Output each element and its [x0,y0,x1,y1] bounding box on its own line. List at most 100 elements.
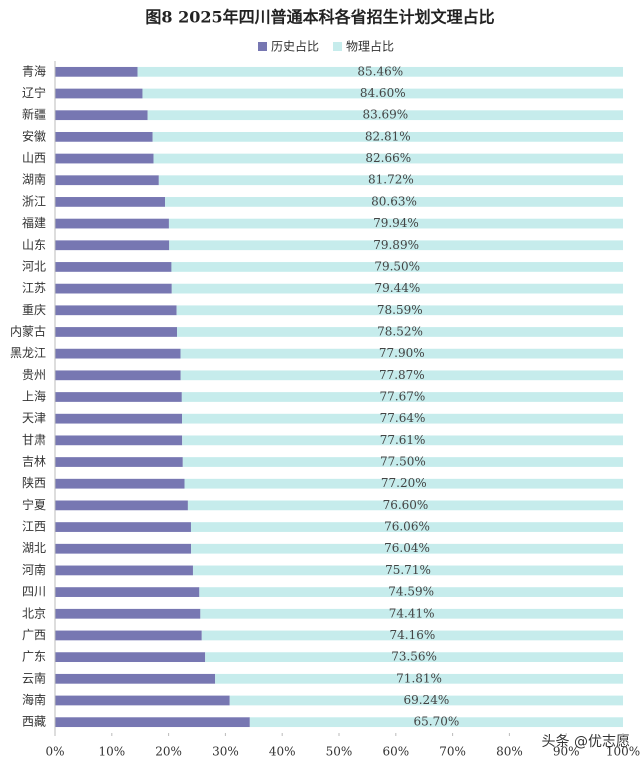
bar-segment [55,240,170,251]
bar-segment [55,673,216,684]
y-tick-label: 江苏 [22,281,46,295]
bar-segment [55,435,183,446]
x-tick-label: 30% [212,745,239,759]
bar-segment [55,305,177,316]
bar-segment [184,478,623,489]
legend-swatch [258,42,267,51]
value-label: 65.70% [414,715,460,729]
bar-segment [55,587,200,597]
bar-segment [181,392,623,402]
bar-segment [55,175,159,186]
bar-segment [205,652,623,663]
bar-segment [147,110,623,121]
bar-segment [190,522,624,532]
bar-segment [55,197,166,207]
x-tick-label: 100% [606,745,640,759]
y-tick-label: 河北 [22,259,46,273]
y-tick-label: 湖北 [22,540,46,555]
bar-segment [55,262,172,272]
bar-segment [187,500,624,511]
value-label: 71.81% [396,671,442,685]
bar-segment [55,457,183,467]
bar-segment [180,348,623,359]
value-label: 77.67% [380,390,426,404]
bar-segment [55,478,185,489]
y-tick-label: 四川 [22,585,46,599]
bar-segment [215,673,623,684]
bar-segment [200,608,623,619]
bar-segment [55,153,154,164]
value-label: 80.63% [371,194,417,208]
value-label: 82.66% [365,151,411,165]
y-tick-label: 甘肃 [22,433,46,447]
bar-segment [171,283,623,294]
y-tick-label: 安徽 [22,128,46,143]
y-tick-label: 广西 [22,628,46,642]
bar-segment [55,66,138,77]
y-tick-label: 海南 [22,692,46,707]
bar-segment [201,630,624,641]
value-label: 74.41% [389,606,435,620]
value-label: 77.90% [379,346,425,360]
y-tick-label: 贵州 [22,368,46,382]
y-tick-label: 河南 [22,562,46,577]
bar-segment [55,392,182,402]
y-tick-label: 西藏 [22,715,46,729]
x-tick-label: 0% [45,745,64,759]
y-tick-label: 陕西 [22,475,46,490]
value-label: 77.64% [380,411,426,425]
value-label: 74.16% [390,628,436,642]
bar-segment [177,327,623,337]
y-tick-label: 山西 [22,151,46,165]
y-tick-label: 湖南 [22,172,46,187]
bar-segment [55,110,148,121]
bar-segment [153,153,623,164]
y-tick-label: 青海 [22,63,46,78]
bar-segment [192,565,623,576]
y-tick-label: 云南 [22,670,46,685]
y-tick-label: 北京 [22,606,46,620]
value-label: 79.44% [375,281,421,295]
value-label: 76.04% [384,541,430,555]
value-label: 75.71% [385,563,431,577]
y-tick-label: 天津 [22,411,46,425]
y-tick-label: 重庆 [22,303,46,317]
y-tick-label: 广东 [22,650,46,664]
y-tick-label: 黑龙江 [10,346,46,360]
x-tick-label: 80% [496,745,523,759]
bar-segment [55,565,193,576]
bar-segment [152,131,623,142]
y-tick-label: 内蒙古 [10,323,46,338]
x-tick-label: 60% [382,745,409,759]
x-tick-label: 10% [98,745,125,759]
bar-segment [180,370,623,381]
bar-segment [168,218,623,229]
value-label: 79.89% [373,238,419,252]
value-label: 76.60% [383,498,429,512]
bar-segment [55,131,153,142]
bar-segment [55,630,202,641]
legend-swatch [333,42,342,51]
x-tick-label: 70% [439,745,466,759]
y-tick-label: 福建 [22,215,46,230]
x-tick-label: 40% [269,745,296,759]
y-tick-label: 新疆 [22,107,46,122]
y-tick-label: 浙江 [22,194,46,208]
bar-segment [191,543,623,554]
bar-segment [55,327,178,337]
y-tick-label: 江西 [22,520,46,534]
bar-segment [249,717,623,728]
bar-segment [182,413,623,424]
value-label: 79.50% [374,259,420,273]
bar-segment [55,522,191,532]
value-label: 76.06% [384,520,430,534]
value-label: 78.59% [377,303,423,317]
bar-segment [55,370,181,381]
value-label: 82.81% [365,129,411,143]
value-label: 83.69% [362,108,408,122]
bar-segment [55,652,206,663]
x-tick-label: 90% [553,745,580,759]
bar-segment [169,240,623,251]
x-tick-label: 50% [326,745,353,759]
